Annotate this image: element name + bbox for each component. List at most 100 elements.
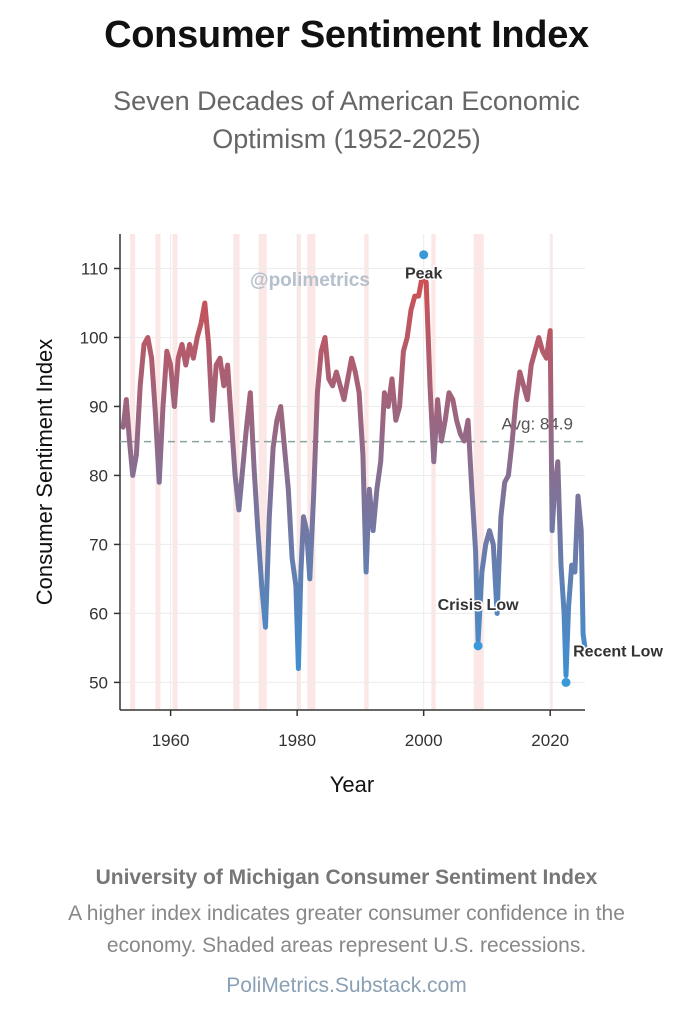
average-label: Avg: 84.9 xyxy=(501,415,573,434)
data-point xyxy=(257,530,259,532)
data-point xyxy=(155,413,157,415)
data-point xyxy=(196,337,198,339)
data-point xyxy=(557,461,559,463)
data-point xyxy=(410,309,412,311)
data-point xyxy=(126,399,128,401)
data-point xyxy=(380,461,382,463)
data-point xyxy=(475,551,477,553)
axes: 50 60 70 80 90 100 110 1960 1980 2000 2020 xyxy=(80,234,585,750)
data-point xyxy=(166,350,168,352)
recession-band xyxy=(258,234,267,710)
data-point xyxy=(298,668,300,670)
data-point xyxy=(508,475,510,477)
data-point xyxy=(324,337,326,339)
data-point xyxy=(456,419,458,421)
data-point xyxy=(365,571,367,573)
annotation-label: Crisis Low xyxy=(438,597,519,614)
annotation-marker xyxy=(419,250,429,260)
x-tick-label: 1980 xyxy=(278,731,316,750)
data-point xyxy=(238,509,240,511)
data-point xyxy=(300,571,302,573)
data-point xyxy=(204,302,206,304)
data-point xyxy=(336,371,338,373)
data-point xyxy=(527,399,529,401)
data-point xyxy=(448,392,450,394)
data-point xyxy=(406,337,408,339)
data-point xyxy=(368,488,370,490)
data-point xyxy=(250,392,252,394)
annotations: Peak Crisis Low Recent Low xyxy=(403,250,665,687)
data-point xyxy=(441,440,443,442)
data-point xyxy=(500,516,502,518)
data-point xyxy=(463,440,465,442)
data-point xyxy=(387,406,389,408)
data-point xyxy=(582,633,584,635)
data-point xyxy=(574,571,576,573)
y-axis-label: Consumer Sentiment Index xyxy=(32,339,57,606)
data-point xyxy=(162,406,164,408)
data-point xyxy=(399,406,401,408)
data-point xyxy=(234,475,236,477)
data-point xyxy=(151,357,153,359)
caption-text: A higher index indicates greater consume… xyxy=(68,902,625,957)
data-point xyxy=(231,419,233,421)
recession-band xyxy=(297,234,301,710)
data-point xyxy=(287,488,289,490)
data-point xyxy=(489,530,491,532)
data-point xyxy=(467,419,469,421)
data-point xyxy=(551,530,553,532)
data-point xyxy=(265,626,267,628)
data-point xyxy=(177,357,179,359)
data-point xyxy=(227,364,229,366)
recession-band xyxy=(364,234,369,710)
data-point xyxy=(523,385,525,387)
data-point xyxy=(429,385,431,387)
data-point xyxy=(309,578,311,580)
data-point xyxy=(437,399,439,401)
data-point xyxy=(261,585,263,587)
data-point xyxy=(355,371,357,373)
average-line-group: Avg: 84.9 xyxy=(120,415,585,443)
data-point xyxy=(139,385,141,387)
data-point xyxy=(193,357,195,359)
data-point xyxy=(174,406,176,408)
data-point xyxy=(563,613,565,615)
data-point xyxy=(170,364,172,366)
y-tick-label: 80 xyxy=(89,466,108,485)
data-point xyxy=(291,557,293,559)
data-point xyxy=(515,399,517,401)
data-point xyxy=(542,350,544,352)
annotation-marker xyxy=(473,641,483,651)
data-point xyxy=(504,482,506,484)
data-point xyxy=(395,419,397,421)
data-point xyxy=(143,344,145,346)
data-point xyxy=(328,378,330,380)
source-link[interactable]: PoliMetrics.Substack.com xyxy=(226,974,467,997)
data-point xyxy=(219,357,221,359)
data-point xyxy=(339,385,341,387)
data-point xyxy=(189,344,191,346)
data-point xyxy=(347,378,349,380)
data-point xyxy=(577,495,579,497)
x-axis-label: Year xyxy=(330,772,374,797)
data-point xyxy=(403,350,405,352)
recession-band xyxy=(473,234,484,710)
annotation-label: Peak xyxy=(405,266,442,283)
data-point xyxy=(303,516,305,518)
sentiment-series-line xyxy=(120,272,588,678)
data-point xyxy=(269,516,271,518)
data-point xyxy=(306,530,308,532)
recession-band xyxy=(431,234,436,710)
data-point xyxy=(492,544,494,546)
annotation-label: Recent Low xyxy=(573,643,663,660)
data-point xyxy=(129,440,131,442)
data-point xyxy=(560,564,562,566)
data-point xyxy=(132,475,134,477)
page-subtitle: Seven Decades of American Economic Optim… xyxy=(113,86,580,154)
data-point xyxy=(313,495,315,497)
data-point xyxy=(358,392,360,394)
data-point xyxy=(185,364,187,366)
data-point xyxy=(284,447,286,449)
data-point xyxy=(276,419,278,421)
